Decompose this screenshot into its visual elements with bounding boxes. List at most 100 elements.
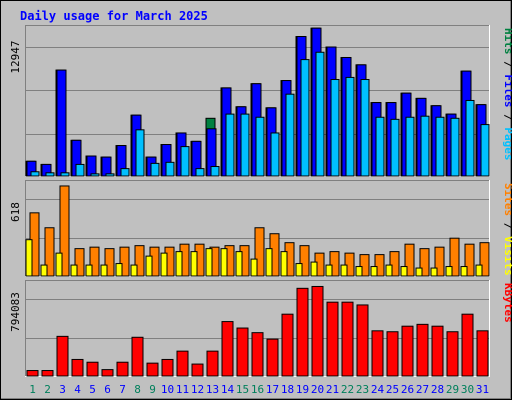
series-label-part: / [502, 108, 512, 128]
scale-label: 618 [9, 202, 22, 222]
panel-top: 12947 Hits / Files / Pages [9, 25, 512, 177]
day-label: 26 [401, 383, 414, 396]
series-label-part: Hits [502, 28, 512, 55]
pages-bar [435, 116, 445, 177]
kbytes-bar [431, 325, 444, 377]
pages-bar [90, 173, 100, 177]
sites-bar [59, 185, 70, 277]
visits-bar [445, 266, 453, 277]
sites-bar [389, 251, 400, 277]
day-label: 22 [341, 383, 354, 396]
kbytes-bar [221, 321, 234, 377]
day-label: 27 [416, 383, 429, 396]
sites-bar [299, 245, 310, 277]
visits-bar [460, 266, 468, 277]
files-bar [56, 69, 67, 177]
kbytes-bar [26, 370, 39, 377]
sites-bar [329, 251, 340, 277]
day-label: 19 [296, 383, 309, 396]
kbytes-bar [56, 335, 69, 377]
kbytes-bar [86, 361, 99, 377]
pages-bar [300, 59, 310, 177]
visits-bar [385, 264, 393, 277]
day-label: 12 [191, 383, 204, 396]
kbytes-bar [236, 327, 249, 377]
pages-bar [255, 116, 265, 177]
pages-bar [135, 129, 145, 177]
pages-bar [420, 115, 430, 177]
series-label-part: Pages [502, 127, 512, 160]
pages-bar [450, 117, 460, 177]
series-label-part: Files [502, 74, 512, 107]
series-label-part: KBytes [502, 283, 512, 323]
files-bar [101, 156, 112, 177]
sites-bar [464, 243, 475, 277]
day-label: 9 [149, 383, 156, 396]
pages-bar [345, 76, 355, 177]
pages-bar [405, 116, 415, 177]
panel-bottom: 794083 KBytes [9, 280, 512, 377]
sites-bar [479, 242, 490, 277]
sites-bar [119, 246, 130, 277]
visits-bar [130, 264, 138, 277]
kbytes-bar [371, 330, 384, 377]
visits-bar [205, 248, 213, 277]
visits-bar [115, 263, 123, 277]
pages-bar [270, 132, 280, 177]
day-label: 7 [119, 383, 126, 396]
pages-bar [240, 113, 250, 177]
day-label: 18 [281, 383, 294, 396]
visits-bar [310, 261, 318, 277]
pages-bar [180, 146, 190, 177]
sites-bar [359, 254, 370, 277]
series-label-part: Sites [502, 183, 512, 216]
visits-bar [70, 264, 78, 277]
sites-bar [419, 248, 430, 277]
visits-bar [355, 266, 363, 277]
visits-bar [325, 264, 333, 277]
kbytes-bar [401, 325, 414, 377]
sites-bar [44, 227, 55, 277]
visits-bar [415, 267, 423, 277]
sites-bar [104, 248, 115, 277]
day-label: 21 [326, 383, 339, 396]
scale-label: 794083 [9, 292, 22, 332]
visits-bar [145, 255, 153, 277]
day-label: 29 [446, 383, 459, 396]
day-label: 6 [104, 383, 111, 396]
series-label: KBytes [502, 283, 512, 323]
visits-bar [370, 266, 378, 277]
chart-title: Daily usage for March 2025 [20, 9, 208, 23]
day-label: 28 [431, 383, 444, 396]
day-label: 23 [356, 383, 369, 396]
visits-bar [235, 251, 243, 277]
visits-bar [295, 263, 303, 277]
day-label: 2 [44, 383, 51, 396]
sites-bar [74, 248, 85, 277]
day-label: 3 [59, 383, 66, 396]
kbytes-bar [296, 287, 309, 377]
visits-bar [100, 264, 108, 277]
visits-bar [55, 252, 63, 277]
pages-bar [465, 99, 475, 177]
visits-bar [280, 251, 288, 277]
visits-bar [475, 264, 483, 277]
sites-bar [254, 227, 265, 277]
pages-bar [360, 79, 370, 177]
day-label: 5 [89, 383, 96, 396]
day-label: 31 [476, 383, 489, 396]
visits-bar [400, 266, 408, 277]
pages-bar [60, 172, 70, 177]
kbytes-bar [281, 313, 294, 377]
visits-bar [265, 248, 273, 277]
day-label: 25 [386, 383, 399, 396]
pages-bar [75, 163, 85, 177]
sites-bar [374, 254, 385, 277]
sites-bar [404, 243, 415, 277]
visits-bar [40, 264, 48, 277]
kbytes-bar [101, 369, 114, 377]
visits-bar [190, 251, 198, 277]
files-bar [86, 155, 97, 177]
kbytes-bar [191, 363, 204, 377]
